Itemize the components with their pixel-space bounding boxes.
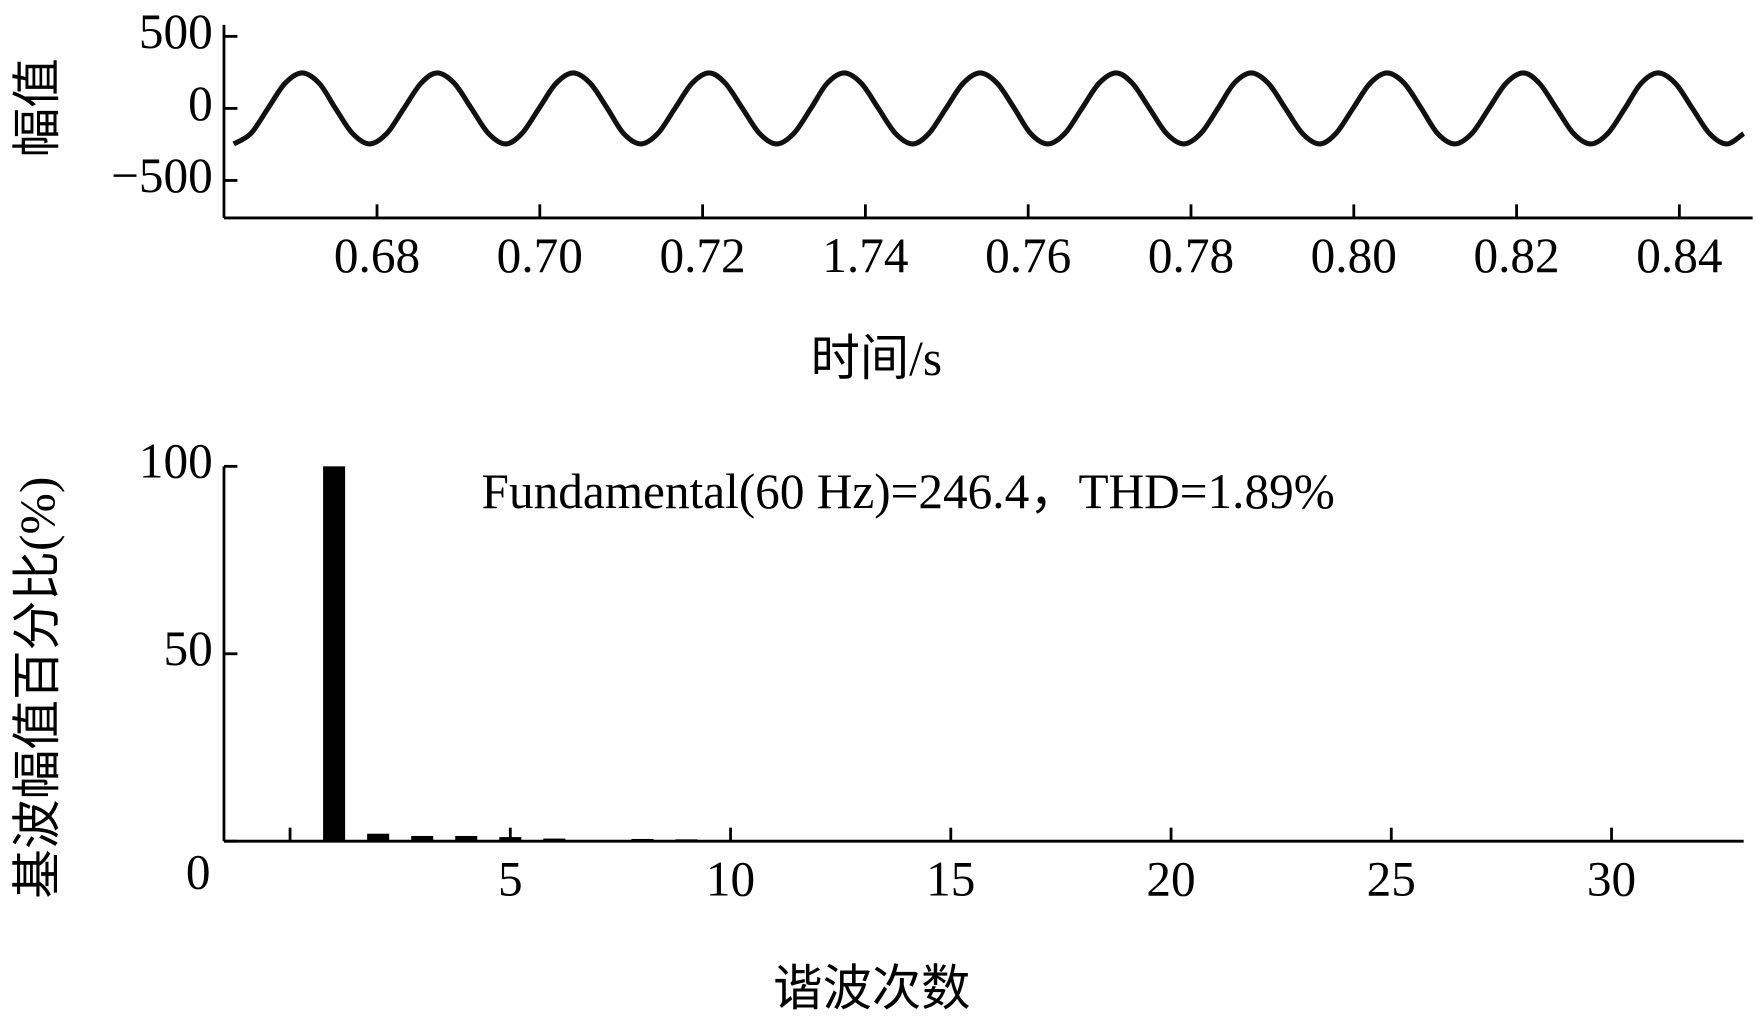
x-tick-label: 10 (706, 851, 755, 906)
x-tick-label: 0.76 (985, 228, 1071, 283)
y-axis-label: 幅值 (10, 58, 65, 157)
x-axis-label: 时间/s (811, 331, 942, 386)
x-tick-label: 1.74 (822, 228, 908, 283)
x-tick-label: 0.82 (1473, 228, 1559, 283)
bar (587, 840, 610, 842)
x-tick-label: 0.80 (1311, 228, 1397, 283)
x-tick-label: 15 (926, 851, 975, 906)
bar (631, 838, 654, 842)
x-tick-label: 5 (498, 851, 523, 906)
y-tick-label: 0 (188, 76, 213, 131)
x-tick-label: 0.84 (1636, 228, 1722, 283)
bar (499, 837, 522, 842)
bar (411, 835, 434, 842)
x-tick-label: 0.68 (334, 228, 420, 283)
x-tick-label: 20 (1146, 851, 1195, 906)
bar (675, 839, 698, 842)
y-tick-label: 100 (139, 434, 213, 489)
y-axis-label: 基波幅值百分比(%) (10, 477, 65, 899)
x-tick-label: 30 (1587, 851, 1636, 906)
waveform (232, 70, 1746, 147)
bar (323, 466, 346, 842)
y-tick-label: 50 (164, 621, 213, 676)
x-axis-label: 谐波次数 (773, 961, 970, 1016)
x-tick-label: 0.72 (659, 228, 745, 283)
bar (367, 833, 390, 842)
x-tick-label: 25 (1367, 851, 1416, 906)
bar (455, 835, 478, 842)
bar (543, 838, 566, 842)
annotation: Fundamental(60 Hz)=246.4，THD=1.89% (482, 464, 1335, 519)
x-tick-label: 0.70 (497, 228, 583, 283)
x-tick-label: 0.78 (1148, 228, 1234, 283)
y-tick-label: −500 (111, 148, 213, 203)
y-tick-label: 0 (186, 845, 211, 900)
y-tick-label: 500 (139, 4, 213, 59)
